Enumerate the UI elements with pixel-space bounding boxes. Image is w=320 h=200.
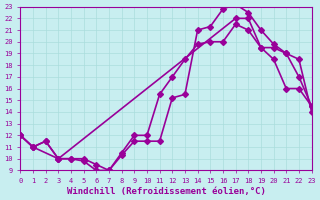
X-axis label: Windchill (Refroidissement éolien,°C): Windchill (Refroidissement éolien,°C) bbox=[67, 187, 265, 196]
